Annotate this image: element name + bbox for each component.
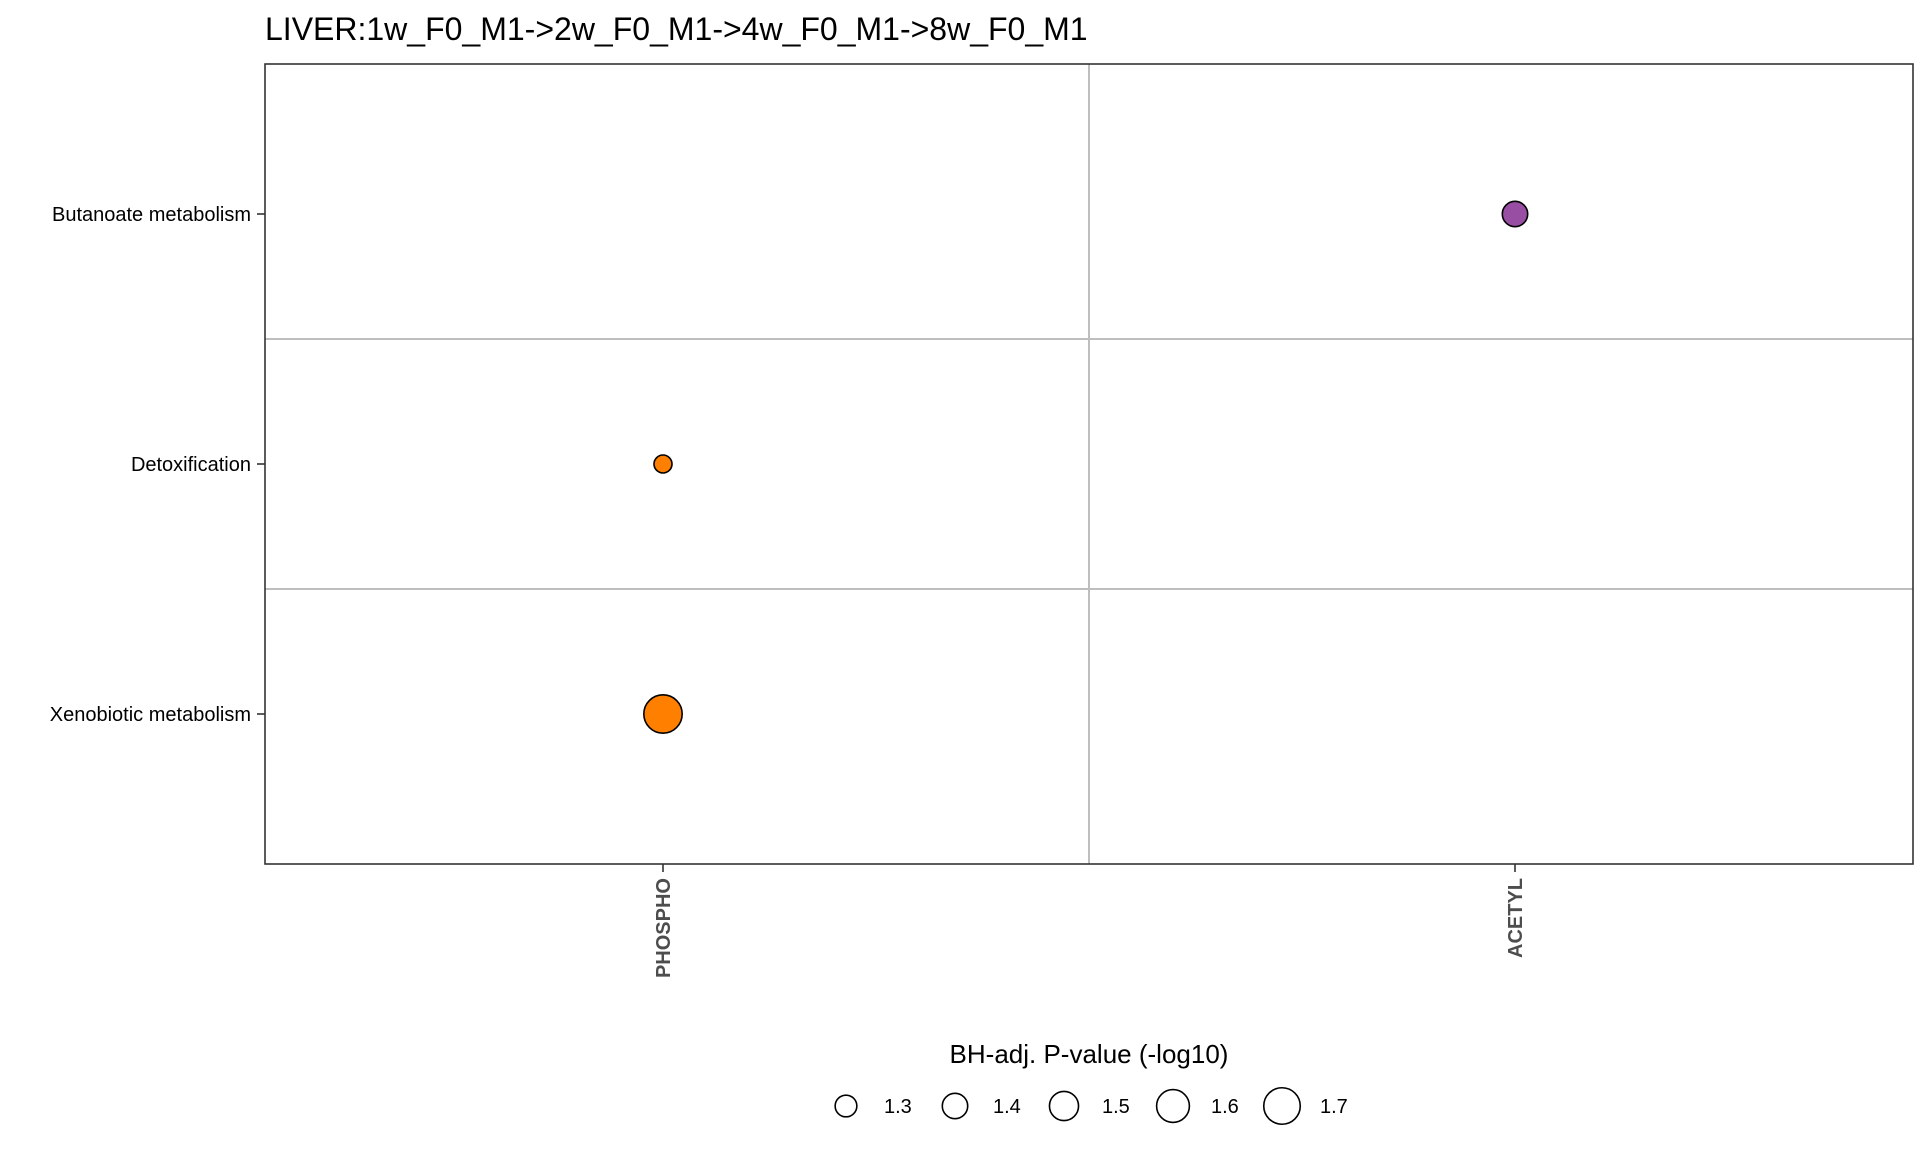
legend-key-circle: [1262, 1086, 1302, 1126]
chart-title: LIVER:1w_F0_M1->2w_F0_M1->4w_F0_M1->8w_F…: [265, 11, 1088, 47]
y-tick-label: Detoxification: [131, 454, 251, 476]
legend-key-circle: [1048, 1090, 1080, 1122]
data-points: [643, 200, 1529, 734]
legend-key-label: 1.3: [884, 1096, 912, 1118]
y-tick-label: Xenobiotic metabolism: [50, 704, 251, 726]
legend-key-circle: [941, 1092, 969, 1120]
size-legend: BH-adj. P-value (-log10) 1.3 1.4 1.5 1.6 1.7: [834, 1039, 1348, 1126]
y-tick-label: Butanoate metabolism: [52, 204, 251, 226]
legend-key-label: 1.6: [1211, 1096, 1239, 1118]
legend-key-label: 1.5: [1102, 1096, 1130, 1118]
legend-title: BH-adj. P-value (-log10): [950, 1039, 1229, 1069]
legend-key-label: 1.7: [1320, 1096, 1348, 1118]
legend-key-label: 1.4: [993, 1096, 1021, 1118]
data-point: [1501, 200, 1529, 228]
x-tick-label: PHOSPHO: [653, 878, 675, 978]
x-axis: PHOSPHO ACETYL: [653, 864, 1527, 978]
legend-items: 1.3 1.4 1.5 1.6 1.7: [834, 1086, 1348, 1126]
data-point: [643, 694, 683, 734]
legend-key-circle: [1155, 1088, 1191, 1124]
legend-key-circle: [834, 1094, 858, 1118]
grid-lines: [265, 64, 1913, 864]
x-tick-label: ACETYL: [1505, 878, 1527, 958]
data-point: [653, 454, 673, 474]
y-axis: Butanoate metabolism Detoxification Xenobi…: [50, 204, 265, 726]
